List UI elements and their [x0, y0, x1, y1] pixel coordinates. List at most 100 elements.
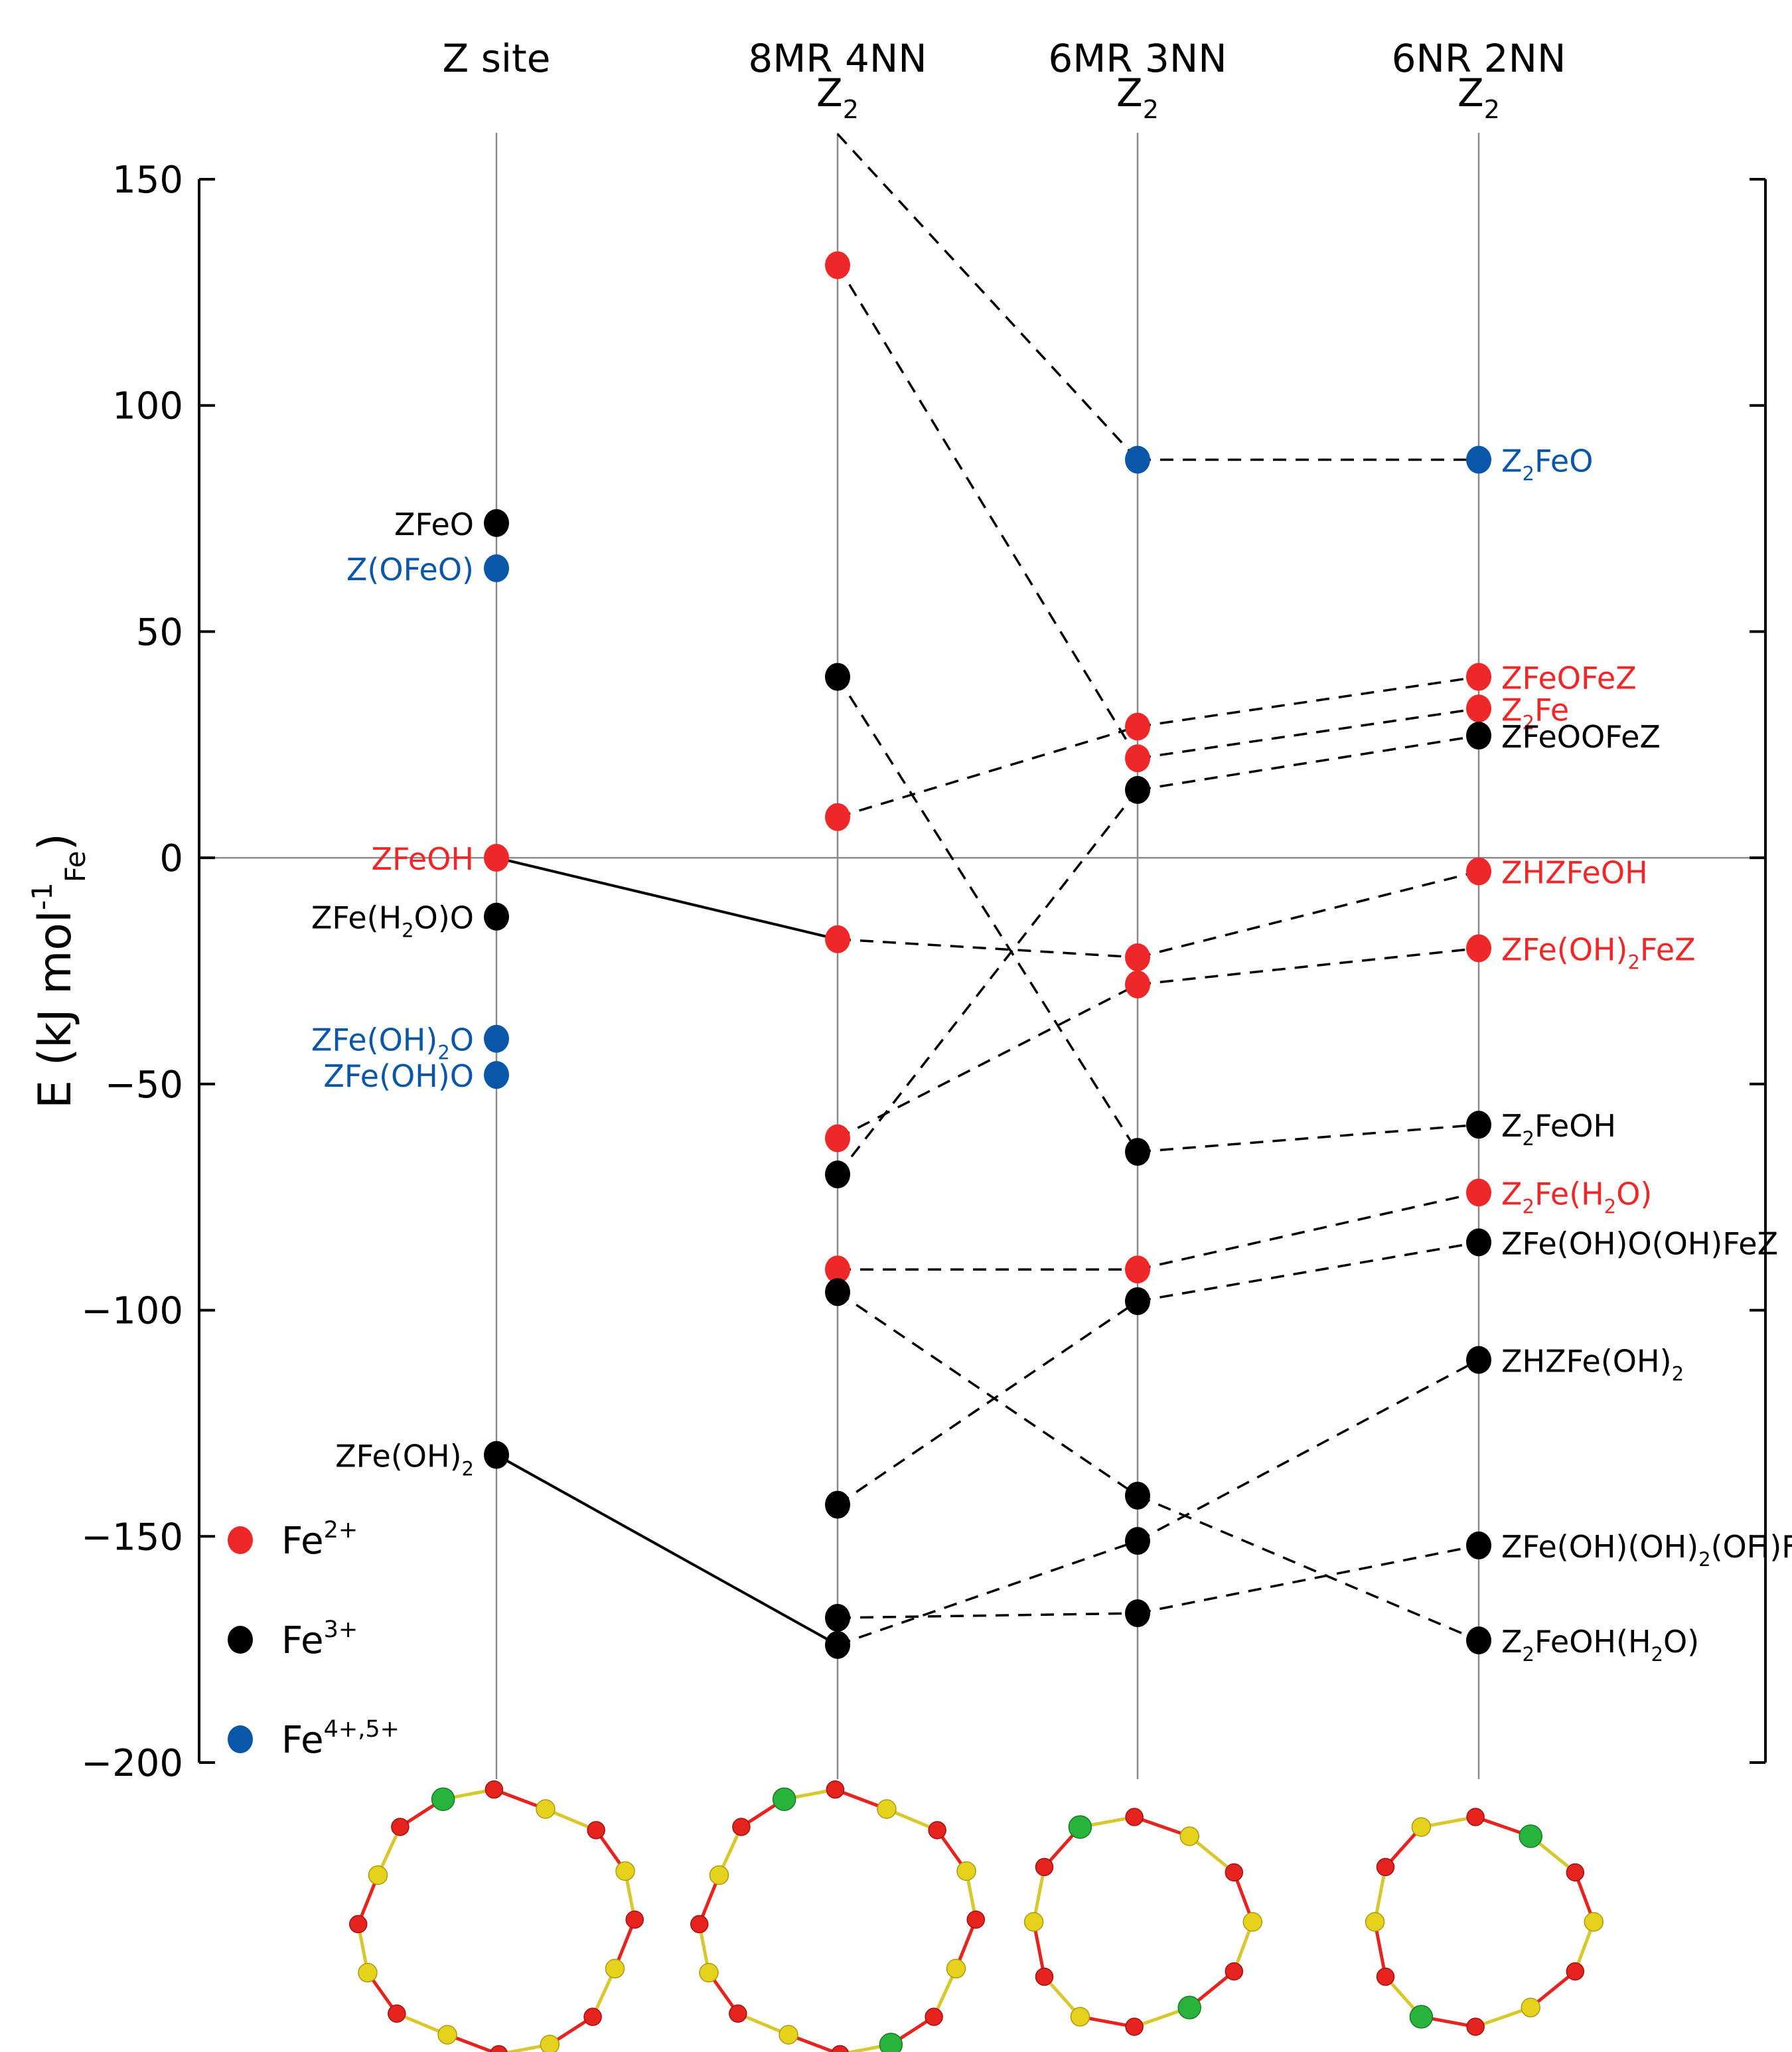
ring-oxygen-atom [1566, 1863, 1585, 1882]
data-point-fe3 [825, 1278, 850, 1306]
column-header-6nr: 6NR 2NN [1392, 36, 1566, 81]
y-tick-label: 0 [159, 837, 183, 880]
data-point-fe3 [1125, 1287, 1150, 1315]
ring-oxygen-atom [625, 1910, 644, 1929]
data-point-fe2 [1125, 712, 1150, 741]
ring-silicon-atom [877, 1799, 897, 1819]
ring-oxygen-atom [583, 2008, 602, 2026]
data-point-fe3 [1125, 1599, 1150, 1628]
y-tick-label: −100 [81, 1290, 183, 1333]
ring-oxygen-atom [928, 1821, 946, 1840]
ring-oxygen-atom [925, 2008, 943, 2026]
zeolite-ring-6nr [1365, 1808, 1604, 2036]
connection-line [1137, 1241, 1479, 1302]
data-point-fe3 [1466, 1111, 1491, 1139]
data-point-fe45 [484, 1061, 509, 1089]
connection-line [1137, 947, 1479, 986]
ring-oxygen-atom [1376, 1967, 1395, 1986]
ring-silicon-atom [615, 1861, 635, 1881]
y-axis-title: E (kJ mol-1Fe) [26, 833, 92, 1109]
data-point-fe2 [1466, 857, 1491, 886]
connection-line [1137, 870, 1479, 959]
data-point-fe2 [1125, 744, 1150, 773]
y-tick-label: −50 [105, 1064, 183, 1107]
data-points [484, 251, 1491, 1659]
connection-line [837, 1539, 1138, 1646]
connection-line [1137, 1191, 1479, 1271]
connection-line [837, 938, 1138, 959]
point-label: ZFeOFeZ [1501, 661, 1637, 696]
ring-silicon-atom [605, 1958, 625, 1979]
zeolite-ring-6mr [1023, 1808, 1262, 2036]
data-point-fe2 [825, 925, 850, 953]
ring-oxygen-atom [1035, 1967, 1054, 1986]
ring-silicon-atom [437, 2025, 457, 2045]
point-label: ZFe(OH)O [323, 1058, 474, 1094]
data-point-fe45 [484, 554, 509, 583]
legend-label-fe2: Fe2+ [281, 1517, 358, 1563]
ring-silicon-atom [540, 2035, 560, 2052]
point-label: Z(OFeO) [346, 552, 474, 588]
y-tick-label: −200 [81, 1742, 183, 1785]
ring-aluminum-atom [431, 1787, 455, 1811]
ring-silicon-atom [1242, 1912, 1262, 1932]
connection-line [837, 725, 1138, 819]
legend-marker-fe2 [228, 1526, 253, 1554]
data-point-fe3 [825, 1630, 850, 1659]
ring-oxygen-atom [1376, 1857, 1395, 1877]
data-point-fe45 [1125, 445, 1150, 474]
legend-label-fe45: Fe4+,5+ [281, 1716, 400, 1762]
data-point-fe2 [825, 1255, 850, 1284]
ring-oxygen-atom [732, 1818, 751, 1836]
ring-silicon-atom [536, 1799, 556, 1819]
data-point-fe3 [825, 1603, 850, 1632]
point-label: Z2FeOH [1501, 1108, 1616, 1150]
connection-line [1137, 1358, 1479, 1542]
zeolite-ring-structures [348, 1780, 1604, 2052]
point-label: ZFe(OH)2 [335, 1439, 474, 1480]
ring-silicon-atom [1411, 1817, 1432, 1837]
column-header-6mr: 6MR 3NN [1048, 36, 1227, 81]
connection-line [1137, 707, 1479, 759]
data-point-fe3 [484, 1441, 509, 1469]
column-header-8mr: 8MR 4NN [748, 36, 927, 81]
data-point-fe2 [1125, 943, 1150, 972]
legend-marker-fe45 [228, 1725, 253, 1753]
connection-line [496, 1453, 838, 1646]
legend-label-fe3: Fe3+ [281, 1617, 358, 1662]
data-point-fe2 [484, 844, 509, 872]
ring-silicon-atom [699, 1962, 719, 1983]
ring-oxygen-atom [831, 2045, 849, 2052]
column-subheader-6nr: Z2 [1457, 70, 1500, 124]
ring-silicon-atom [368, 1865, 388, 1885]
point-label: ZFe(OH)2O [311, 1022, 474, 1064]
ring-silicon-atom [946, 1958, 966, 1979]
ring-silicon-atom [1070, 2007, 1090, 2027]
ring-oxygen-atom [729, 2004, 747, 2023]
connection-line [837, 1612, 1138, 1619]
connection-line [1137, 675, 1479, 728]
ring-oxygen-atom [485, 1780, 504, 1799]
data-point-fe3 [1125, 1138, 1150, 1166]
zeolite-ring-8mr [690, 1780, 986, 2052]
legend-marker-fe3 [228, 1626, 253, 1654]
connection-line [836, 789, 1139, 1176]
data-point-fe3 [825, 1160, 850, 1189]
ring-oxygen-atom [587, 1821, 605, 1840]
legend: Fe2+ Fe3+ Fe4+,5+ [228, 1517, 400, 1762]
ring-oxygen-atom [1466, 1808, 1485, 1826]
data-point-fe3 [1466, 722, 1491, 750]
connection-line [836, 133, 1139, 461]
data-point-fe3 [484, 902, 509, 931]
point-label: ZFeOH [371, 841, 474, 877]
zeolite-ring-zsite [348, 1780, 644, 2052]
ring-oxygen-atom [388, 2004, 406, 2023]
ring-silicon-atom [1584, 1912, 1604, 1932]
ring-silicon-atom [1023, 1912, 1044, 1932]
ring-oxygen-atom [348, 1915, 368, 1934]
ring-aluminum-atom [1068, 1815, 1092, 1839]
point-label: ZFe(OH)(OH)2(OH)FeZ [1501, 1529, 1792, 1571]
column-header-zsite: Z site [443, 36, 551, 81]
data-point-fe2 [1466, 1178, 1491, 1207]
ring-silicon-atom [709, 1865, 729, 1885]
